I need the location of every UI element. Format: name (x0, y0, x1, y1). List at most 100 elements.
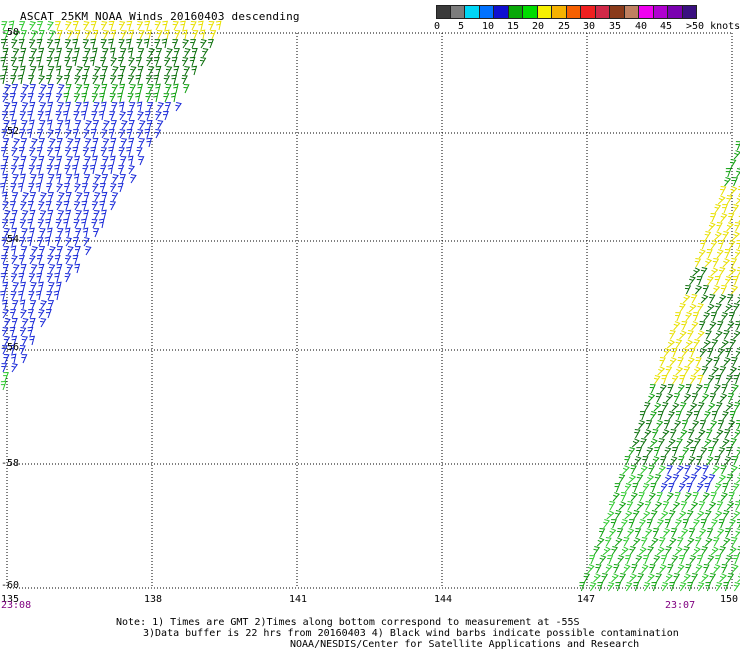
wind-barb (675, 411, 682, 421)
wind-barb (183, 65, 191, 76)
wind-barb (138, 156, 145, 166)
wind-barb (703, 564, 710, 574)
wind-barb (73, 237, 80, 247)
wind-barb (45, 110, 51, 121)
wind-barb (36, 146, 43, 157)
wind-barb (64, 75, 70, 85)
wind-barb (19, 218, 27, 229)
wind-barb (199, 29, 206, 40)
lat-label-52: -52 (1, 126, 20, 137)
wind-barb (732, 231, 740, 241)
wind-barb (57, 228, 64, 238)
wind-barb (38, 308, 45, 319)
wind-barb (56, 182, 63, 193)
wind-barb (731, 357, 738, 367)
wind-barb (1, 129, 8, 139)
wind-barb (147, 102, 154, 112)
wind-barb (129, 102, 136, 112)
wind-barb (718, 420, 725, 430)
wind-barb (691, 293, 698, 304)
wind-barb (90, 129, 97, 139)
wind-barb (2, 200, 9, 211)
wind-barb (712, 465, 720, 475)
wind-barb (625, 581, 633, 592)
wind-barb (118, 20, 126, 31)
wind-barb (689, 555, 697, 565)
wind-barb (662, 429, 670, 439)
wind-barb (687, 509, 694, 520)
color-scale-segment (552, 5, 567, 19)
wind-barb (11, 254, 18, 265)
wind-barb (54, 164, 60, 175)
wind-barb (21, 335, 29, 346)
wind-barb (719, 393, 728, 403)
wind-barb (93, 191, 101, 202)
wind-barb (727, 392, 735, 403)
wind-barb (74, 137, 81, 148)
wind-barb (72, 164, 78, 175)
wind-barb (625, 555, 632, 565)
wind-barb (731, 384, 739, 394)
wind-barb (674, 420, 682, 430)
wind-barb (83, 209, 90, 220)
wind-barb (120, 29, 128, 40)
wind-barb (2, 92, 9, 103)
wind-barb (54, 272, 61, 283)
wind-barb (175, 101, 182, 112)
wind-barb (153, 57, 160, 67)
wind-barb (700, 266, 708, 277)
wind-barb (718, 519, 725, 529)
wind-barb (135, 92, 141, 103)
wind-barb (18, 56, 25, 67)
wind-barb (688, 303, 697, 313)
wind-barb (12, 66, 19, 76)
wind-barb (0, 56, 7, 67)
wind-barb (637, 572, 645, 583)
wind-barb (698, 500, 706, 511)
wind-barb (638, 420, 646, 430)
note-line-2: 3)Data buffer is 22 hrs from 20160403 4)… (143, 628, 679, 639)
wind-barb (1, 110, 9, 121)
wind-barb (657, 366, 666, 376)
wind-barb (66, 174, 73, 184)
wind-barb (84, 174, 91, 184)
wind-barb (3, 372, 9, 382)
wind-barb (148, 47, 155, 58)
wind-barb (31, 137, 38, 148)
wind-barb (119, 66, 126, 76)
map-title: ASCAT 25KM NOAA Winds 20160403 descendin… (20, 10, 300, 23)
wind-barb (726, 473, 734, 484)
wind-barb (55, 200, 63, 211)
wind-barb (19, 21, 26, 31)
wind-barb (99, 92, 106, 103)
wind-barb (702, 339, 712, 349)
wind-barb (674, 546, 683, 556)
color-scale-segment (436, 5, 451, 19)
wind-barb (47, 20, 54, 31)
wind-barb (155, 65, 162, 76)
wind-barb (57, 101, 65, 112)
wind-barb (138, 137, 146, 148)
wind-barb (715, 375, 722, 385)
wind-barb (82, 146, 90, 157)
wind-barb (56, 47, 63, 58)
wind-barb (1, 299, 8, 310)
wind-barb (147, 65, 155, 76)
wind-barb (117, 92, 123, 103)
wind-barb (136, 147, 143, 157)
wind-barb (1, 147, 7, 157)
wind-barb (54, 38, 61, 49)
wind-barb (29, 254, 36, 265)
wind-barb (127, 93, 134, 103)
wind-barb (722, 537, 731, 547)
wind-barb (725, 402, 734, 412)
wind-barb (28, 183, 35, 193)
wind-barb (3, 354, 10, 364)
lat-label-50: -50 (1, 27, 20, 38)
wind-barb (653, 528, 660, 538)
wind-barb (145, 74, 153, 85)
wind-barb (64, 273, 71, 283)
wind-barb (101, 83, 108, 94)
wind-barb (735, 141, 740, 151)
wind-barb (613, 564, 620, 574)
